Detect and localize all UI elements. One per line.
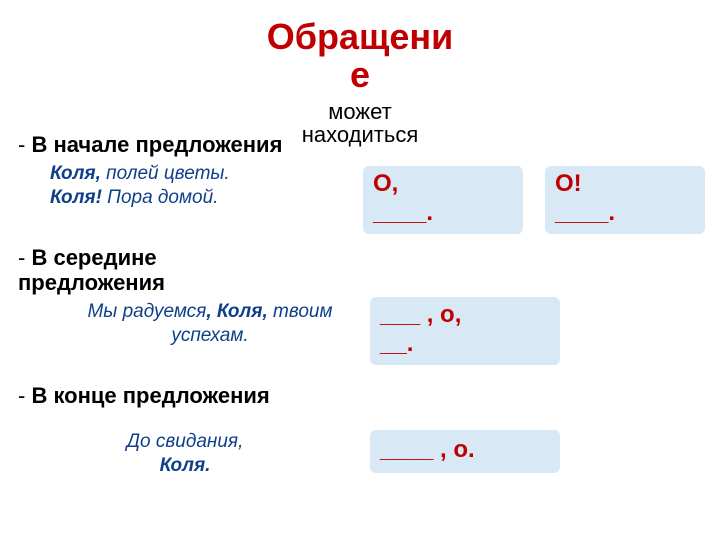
dash: - — [18, 245, 31, 270]
pill1-l2: ____. — [373, 199, 433, 226]
section2-pill: ___ , о, __. — [370, 297, 560, 365]
s2-ex-pre: Мы радуемся — [87, 301, 206, 322]
section1-text: В начале предложения — [31, 132, 282, 157]
s3-text: В конце предложения — [31, 383, 269, 408]
ex1-rest: полей цветы. — [101, 163, 230, 184]
ex2-bold: Коля! — [50, 187, 102, 208]
subtitle-line1: может — [328, 99, 391, 124]
section3-pill: ____ , о. — [370, 430, 560, 473]
s3-ex-l1: До свидания, — [127, 431, 244, 452]
section2-heading: - В середине предложения — [18, 245, 318, 296]
s3-ex-l2: Коля. — [160, 455, 211, 476]
s2-pill-l2: __. — [380, 330, 413, 357]
section3-heading: - В конце предложения — [18, 383, 358, 408]
slide: Обращени е может находиться - В начале п… — [0, 0, 720, 540]
s2-ex-bold: , Коля, — [206, 301, 273, 322]
dash: - — [18, 132, 31, 157]
section2-example: Мы радуемся, Коля, твоим успехам. — [60, 300, 360, 348]
ex1-bold: Коля, — [50, 163, 101, 184]
section1-pill-2: О! ____. — [545, 166, 705, 234]
s2-ex-post: твоим — [273, 301, 333, 322]
s2-l1: В середине — [31, 245, 156, 270]
pill2-l1: О! — [555, 170, 582, 197]
section1-pill-1: О, ____. — [363, 166, 523, 234]
s2-ex-l2: успехам. — [171, 325, 248, 346]
s2-pill-l1: ___ , о, — [380, 301, 461, 328]
title-line1: Обращени — [267, 16, 454, 57]
pill2-l2: ____. — [555, 199, 615, 226]
section3-example: До свидания, Коля. — [75, 430, 295, 478]
ex2-rest: Пора домой. — [102, 187, 219, 208]
title-line2: е — [350, 54, 370, 95]
section1-example: Коля, полей цветы. Коля! Пора домой. — [50, 162, 350, 210]
s2-l2: предложения — [18, 270, 165, 295]
dash: - — [18, 383, 31, 408]
s3-pill: ____ , о. — [380, 436, 475, 463]
pill1-l1: О, — [373, 170, 398, 197]
title: Обращени е — [180, 18, 540, 94]
section1-heading: - В начале предложения — [18, 132, 358, 157]
